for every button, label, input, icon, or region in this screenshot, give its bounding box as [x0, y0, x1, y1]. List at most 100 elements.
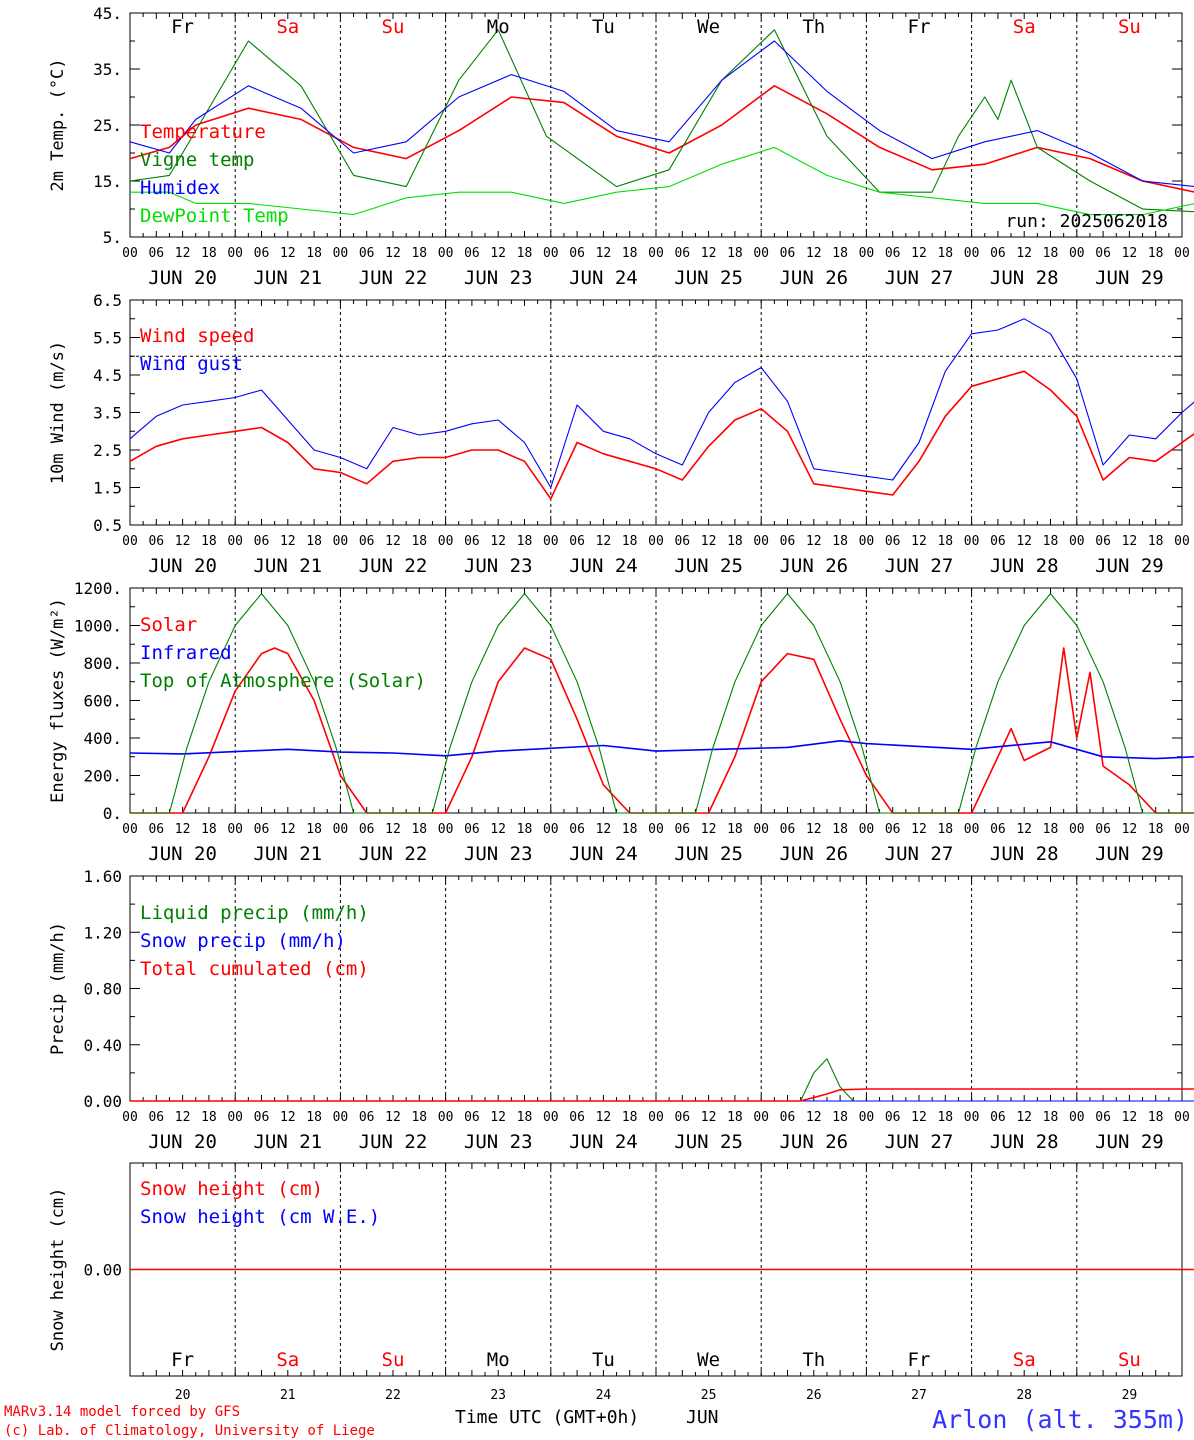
- hour-label: 12: [806, 1110, 822, 1125]
- day-abbr: Fr: [171, 16, 194, 38]
- hour-label: 12: [280, 534, 296, 549]
- y-tick-label: 6.5: [93, 291, 122, 310]
- hour-label: 18: [727, 822, 743, 837]
- hour-label: 12: [701, 822, 717, 837]
- day-abbr: Su: [382, 1349, 405, 1371]
- hour-label: 06: [359, 246, 375, 261]
- date-label: JUN 21: [253, 1131, 322, 1153]
- hour-label: 12: [490, 246, 506, 261]
- legend-entry: Liquid precip (mm/h): [140, 902, 369, 924]
- y-axis-label: Energy fluxes (W/m²): [48, 598, 68, 803]
- hour-label: 18: [832, 1110, 848, 1125]
- hour-label: 18: [306, 246, 322, 261]
- hour-label: 06: [990, 534, 1006, 549]
- hour-label: 06: [569, 1110, 585, 1125]
- hour-label: 00: [648, 246, 664, 261]
- hour-label: 06: [359, 534, 375, 549]
- hour-label: 12: [596, 1110, 612, 1125]
- date-label: JUN 24: [569, 1131, 638, 1153]
- y-tick-label: 1.20: [83, 923, 122, 942]
- day-abbr: We: [697, 16, 720, 38]
- hour-label: 00: [964, 246, 980, 261]
- date-label: JUN 24: [569, 843, 638, 865]
- legend-entry: Infrared: [140, 642, 232, 664]
- hour-label: 06: [254, 822, 270, 837]
- y-tick-label: 600.: [83, 692, 122, 711]
- hour-label: 18: [306, 1110, 322, 1125]
- date-label: JUN 29: [1095, 1131, 1164, 1153]
- date-label: JUN 20: [148, 267, 217, 289]
- hour-label: 00: [753, 1110, 769, 1125]
- legend-entry: Top of Atmosphere (Solar): [140, 670, 426, 692]
- hour-label: 18: [411, 534, 427, 549]
- hour-label: 00: [543, 1110, 559, 1125]
- hour-label: 00: [1069, 822, 1085, 837]
- hour-label: 06: [780, 822, 796, 837]
- hour-label: 00: [122, 246, 138, 261]
- hour-label: 06: [885, 822, 901, 837]
- hour-label: 12: [490, 534, 506, 549]
- hour-label: 06: [464, 534, 480, 549]
- date-label: JUN 22: [359, 555, 428, 577]
- hour-label: 00: [1174, 534, 1190, 549]
- hour-label: 06: [254, 1110, 270, 1125]
- hour-label: 00: [227, 534, 243, 549]
- y-tick-label: 45.: [93, 4, 122, 23]
- series-line-dewpoint-temp: [130, 146, 1194, 216]
- series-line-humidex: [129, 40, 1194, 188]
- y-axis-label: Precip (mm/h): [48, 922, 68, 1055]
- date-label: JUN 28: [990, 267, 1059, 289]
- date-label: JUN 29: [1095, 555, 1164, 577]
- hour-label: 18: [1148, 246, 1164, 261]
- day-abbr: Th: [802, 1349, 825, 1371]
- y-tick-label: 0.00: [83, 1261, 122, 1280]
- location-label: Arlon (alt. 355m): [932, 1405, 1188, 1434]
- hour-label: 18: [622, 1110, 638, 1125]
- hour-label: 12: [385, 822, 401, 837]
- hour-label: 18: [1043, 822, 1059, 837]
- hour-label: 06: [674, 822, 690, 837]
- hour-label: 00: [1174, 246, 1190, 261]
- hour-label: 00: [964, 534, 980, 549]
- date-label: JUN 23: [464, 1131, 533, 1153]
- hour-label: 00: [648, 822, 664, 837]
- hour-label: 18: [1148, 1110, 1164, 1125]
- panel-2: 0.5 1.5 2.5 3.5 4.5 5.5 6.5 10m Wind (m/s) Wind …: [48, 291, 1194, 577]
- y-tick-label: 5.: [103, 228, 122, 247]
- date-label: JUN 26: [779, 267, 848, 289]
- hour-label: 18: [411, 246, 427, 261]
- hour-label: 18: [201, 246, 217, 261]
- copyright-credit: (c) Lab. of Climatology, University of L…: [4, 1423, 375, 1439]
- date-label: JUN 26: [779, 1131, 848, 1153]
- date-label: JUN 26: [779, 555, 848, 577]
- hour-label: 18: [1043, 534, 1059, 549]
- hour-label: 18: [622, 246, 638, 261]
- y-tick-label: 200.: [83, 767, 122, 786]
- hour-label: 06: [1095, 1110, 1111, 1125]
- legend-entry: Humidex: [140, 177, 220, 199]
- hour-label: 00: [122, 822, 138, 837]
- hour-label: 12: [1016, 246, 1032, 261]
- hour-label: 06: [885, 246, 901, 261]
- footer: MARv3.14 model forced by GFS (c) Lab. of…: [4, 1404, 1188, 1439]
- run-annotation: run: 2025062018: [1005, 211, 1168, 232]
- legend-entry: Temperature: [140, 121, 266, 143]
- hour-label: 18: [517, 822, 533, 837]
- hour-label: 18: [1148, 534, 1164, 549]
- hour-label: 12: [385, 246, 401, 261]
- hour-label: 06: [1095, 534, 1111, 549]
- date-label: JUN 21: [253, 843, 322, 865]
- hour-label: 18: [517, 1110, 533, 1125]
- model-credit: MARv3.14 model forced by GFS: [4, 1404, 240, 1420]
- day-abbr: Fr: [908, 16, 931, 38]
- y-tick-label: 0.5: [93, 516, 122, 535]
- hour-label: 12: [175, 1110, 191, 1125]
- series-line-liquid-precip-mm-h-: [130, 1058, 1194, 1102]
- hour-label: 12: [911, 1110, 927, 1125]
- date-label: JUN 29: [1095, 267, 1164, 289]
- hour-label: 18: [1043, 246, 1059, 261]
- hour-label: 00: [333, 246, 349, 261]
- date-label: JUN 20: [148, 843, 217, 865]
- hour-label: 00: [122, 1110, 138, 1125]
- hour-label: 00: [438, 1110, 454, 1125]
